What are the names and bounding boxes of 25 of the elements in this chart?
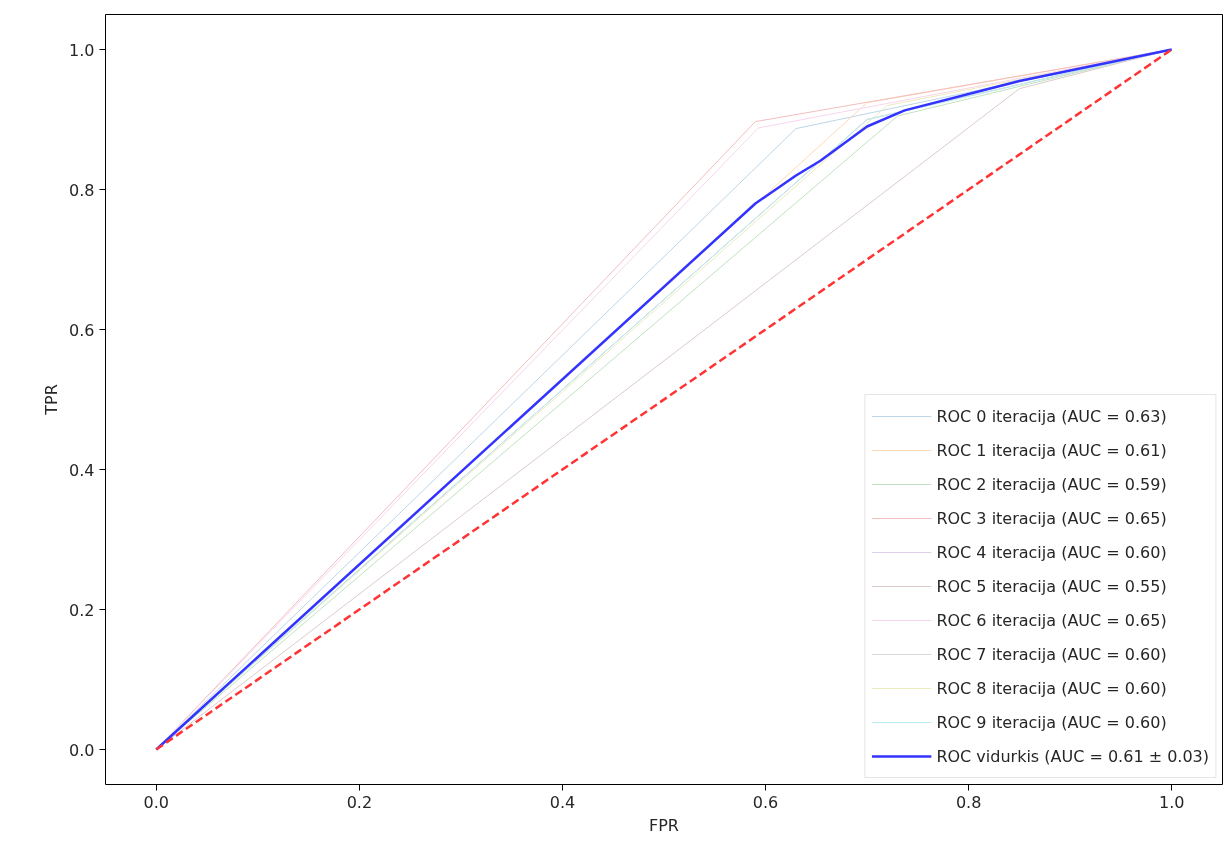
legend-label: ROC 1 iteracija (AUC = 0.61)	[936, 439, 1167, 462]
y-tick-label: 0.6	[69, 320, 95, 340]
legend-label: ROC 2 iteracija (AUC = 0.59)	[936, 473, 1167, 496]
y-tick-label: 0.8	[69, 180, 95, 200]
x-axis-title: FPR	[649, 815, 679, 835]
legend-label: ROC 6 iteracija (AUC = 0.65)	[936, 609, 1167, 632]
x-tick-label: 0.8	[955, 792, 982, 812]
x-tick-label: 0.2	[346, 792, 373, 812]
legend-label: ROC 5 iteracija (AUC = 0.55)	[936, 575, 1167, 598]
y-axis-title: TPR	[42, 384, 62, 416]
legend-label: ROC 7 iteracija (AUC = 0.60)	[936, 643, 1167, 666]
legend-label: ROC 0 iteracija (AUC = 0.63)	[936, 405, 1167, 428]
x-tick-label: 0.0	[143, 792, 169, 812]
legend-label: ROC vidurkis (AUC = 0.61 ± 0.03)	[936, 745, 1209, 768]
legend-label: ROC 3 iteracija (AUC = 0.65)	[936, 507, 1167, 530]
legend-label: ROC 4 iteracija (AUC = 0.60)	[936, 541, 1167, 564]
y-tick-label: 0.4	[69, 460, 95, 480]
y-tick-label: 0.2	[69, 600, 95, 620]
y-tick-label: 1.0	[69, 40, 95, 60]
x-tick-label: 0.4	[549, 792, 576, 812]
x-tick-label: 1.0	[1159, 792, 1185, 812]
legend-label: ROC 8 iteracija (AUC = 0.60)	[936, 677, 1167, 700]
y-tick-label: 0.0	[69, 740, 95, 760]
x-tick-label: 0.6	[752, 792, 779, 812]
legend-label: ROC 9 iteracija (AUC = 0.60)	[936, 711, 1167, 734]
